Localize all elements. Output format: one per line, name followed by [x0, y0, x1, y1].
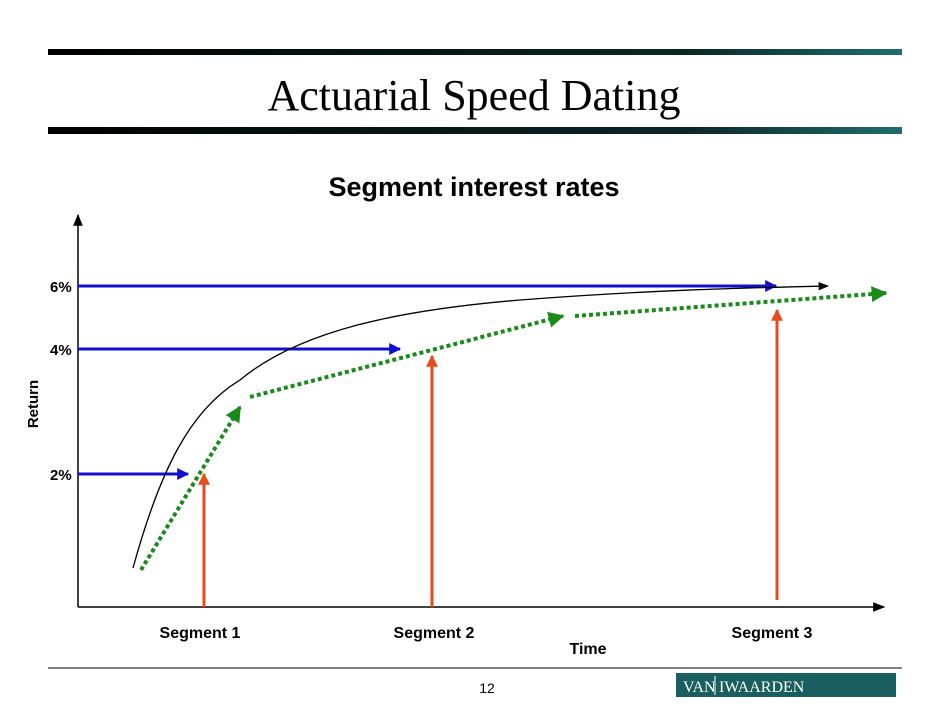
- forward-curve: [249, 311, 565, 399]
- logo-box: [676, 673, 896, 697]
- y-label: 6%: [50, 279, 72, 296]
- logo-text: IWAARDEN: [719, 679, 805, 696]
- diagram-title: Segment interest rates: [328, 172, 619, 202]
- forward-curve: [139, 405, 242, 572]
- segment-label: Segment 1: [160, 625, 241, 642]
- header-bar: [48, 49, 902, 55]
- header-bar: [48, 127, 902, 134]
- page-number: 12: [479, 680, 495, 696]
- x-axis-label: Time: [569, 641, 606, 658]
- y-label: 4%: [50, 342, 72, 359]
- forward-curve: [574, 286, 888, 318]
- segment-label: Segment 3: [732, 625, 813, 642]
- segment-label: Segment 2: [394, 625, 475, 642]
- y-axis-label: Return: [25, 380, 42, 428]
- logo-text: VAN: [683, 679, 716, 696]
- yield-curve: [132, 282, 830, 569]
- slide-title: Actuarial Speed Dating: [268, 71, 681, 120]
- y-label: 2%: [50, 467, 72, 484]
